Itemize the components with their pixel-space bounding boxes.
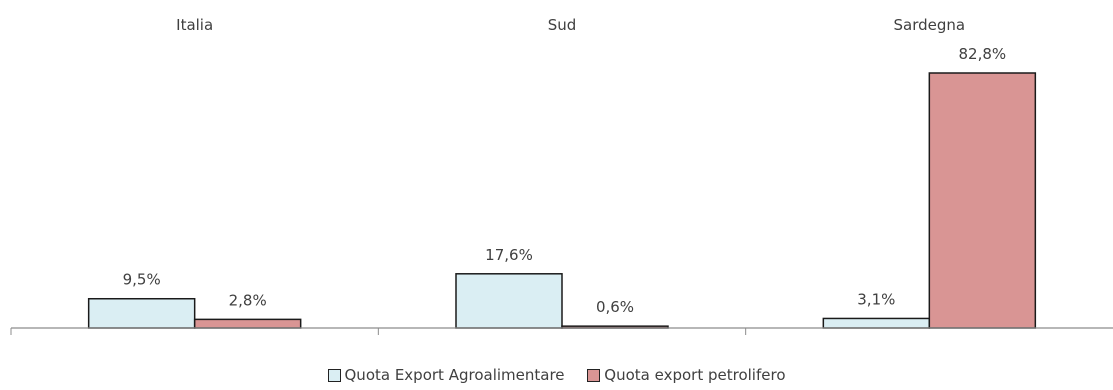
legend: Quota Export Agroalimentare Quota export… (0, 366, 1113, 386)
bar-italia-series-2 (193, 318, 302, 329)
data-label-italia-series-2: 2,8% (229, 291, 267, 309)
bar-sardegna-series-2 (928, 72, 1037, 329)
category-label-sardegna: Sardegna (894, 16, 966, 34)
bar-sud-series-1 (455, 273, 563, 329)
category-label-sud: Sud (548, 16, 577, 34)
bar-italia-series-1 (87, 297, 196, 329)
bar-chart: Italia 9,5% 2,8% Sud 17,6% 0,6% Sardegna 3,1% 82… (10, 16, 1113, 335)
data-label-italia-series-1: 9,5% (123, 271, 161, 289)
data-label-sardegna-series-2: 82,8% (959, 45, 1007, 63)
legend-swatch-petrolifero (587, 368, 601, 382)
data-label-sud-series-1: 17,6% (485, 246, 533, 264)
category-label-italia: Italia (176, 16, 213, 34)
legend-label-agroalimentare: Quota Export Agroalimentare (344, 366, 565, 384)
legend-item-petrolifero: Quota export petrolifero (587, 366, 786, 384)
data-label-sardegna-series-1: 3,1% (857, 290, 895, 308)
bar-sardegna-series-1 (822, 317, 931, 329)
legend-label-petrolifero: Quota export petrolifero (604, 366, 786, 384)
data-label-sud-series-2: 0,6% (596, 298, 634, 316)
legend-item-agroalimentare: Quota Export Agroalimentare (327, 366, 565, 384)
legend-swatch-agroalimentare (327, 368, 341, 382)
